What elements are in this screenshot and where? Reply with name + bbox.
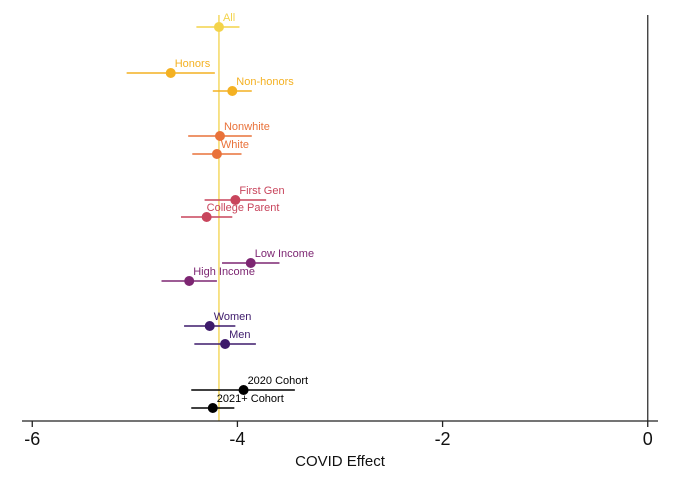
x-tick-label: -2 — [435, 429, 451, 449]
label-all: All — [223, 12, 235, 24]
label-white: White — [221, 139, 249, 151]
label-high-income: High Income — [193, 266, 255, 278]
label-men: Men — [229, 329, 250, 341]
point-non-honors — [227, 86, 238, 96]
point-estimates — [165, 22, 256, 413]
point-nonwhite — [214, 131, 225, 141]
label-2020-cohort: 2020 Cohort — [248, 375, 309, 387]
label-college-parent: College Parent — [207, 202, 280, 214]
reference-lines — [218, 15, 649, 421]
label-low-income: Low Income — [255, 248, 314, 260]
point-college-parent — [201, 212, 212, 222]
x-tick-label: -4 — [229, 429, 245, 449]
label-first-gen: First Gen — [239, 185, 284, 197]
x-axis: -6 -4 -2 0 — [22, 420, 658, 449]
point-first-gen — [230, 195, 241, 205]
point-men — [220, 339, 231, 349]
label-2021-cohort: 2021+ Cohort — [217, 393, 284, 405]
point-white — [211, 149, 222, 159]
label-nonwhite: Nonwhite — [224, 121, 270, 133]
point-all — [213, 22, 224, 32]
x-tick-label: -6 — [24, 429, 40, 449]
x-tick-label: 0 — [643, 429, 653, 449]
point-high-income — [184, 276, 195, 286]
label-non-honors: Non-honors — [236, 76, 294, 88]
point-2021-cohort — [207, 403, 218, 413]
point-low-income — [245, 258, 256, 268]
point-women — [204, 321, 215, 331]
point-2020-cohort — [238, 385, 249, 395]
x-axis-title: COVID Effect — [295, 453, 386, 470]
label-women: Women — [214, 311, 252, 323]
series-labels: All Honors Non-honors Nonwhite White First Ge… — [175, 12, 314, 405]
point-honors — [165, 68, 176, 78]
label-honors: Honors — [175, 58, 211, 70]
